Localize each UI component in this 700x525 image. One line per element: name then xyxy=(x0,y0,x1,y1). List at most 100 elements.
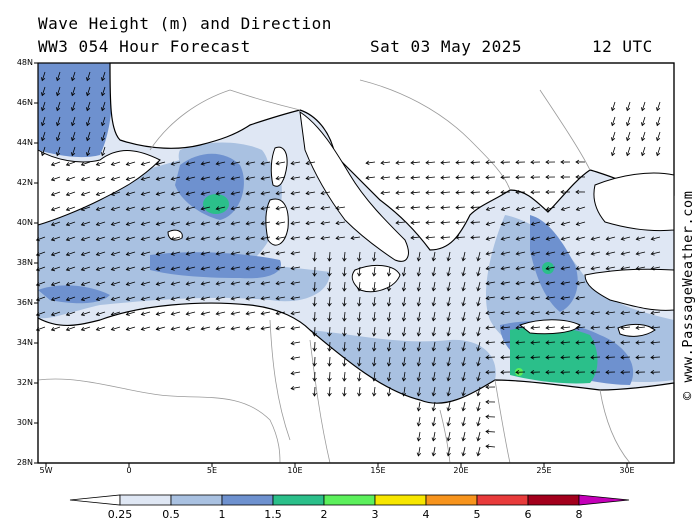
direction-arrow xyxy=(411,161,421,164)
direction-arrow-head xyxy=(515,206,520,212)
direction-arrow xyxy=(546,266,556,270)
direction-arrow xyxy=(651,326,661,329)
direction-arrow-head xyxy=(446,407,451,412)
direction-arrow xyxy=(440,206,451,209)
direction-arrow-head xyxy=(357,347,362,352)
direction-arrow-head xyxy=(635,355,640,360)
direction-arrow-head xyxy=(50,327,56,332)
direction-arrow xyxy=(111,236,121,241)
direction-arrow xyxy=(462,311,466,321)
direction-arrow-head xyxy=(500,310,505,316)
direction-arrow-head xyxy=(401,302,407,307)
lon-label: 30E xyxy=(619,466,635,475)
direction-arrow-head xyxy=(485,310,490,316)
direction-arrow-head xyxy=(386,362,392,367)
direction-arrow xyxy=(605,341,616,344)
direction-arrow-head xyxy=(371,317,377,322)
direction-arrow-head xyxy=(290,295,295,301)
direction-arrow xyxy=(411,221,421,224)
direction-arrow-head xyxy=(40,92,46,97)
lon-label: 0 xyxy=(126,466,132,475)
colorbar-cell-0 xyxy=(69,494,121,506)
direction-arrow xyxy=(246,221,256,225)
direction-arrow xyxy=(546,281,556,285)
direction-arrow xyxy=(561,296,571,299)
direction-arrow-head xyxy=(575,370,580,375)
direction-arrow-head xyxy=(560,310,565,316)
direction-arrow-head xyxy=(85,152,91,157)
direction-arrow-head xyxy=(431,332,436,337)
direction-arrow xyxy=(591,266,601,270)
colorbar-cell-5 xyxy=(323,494,376,506)
direction-arrow-head xyxy=(312,287,317,292)
direction-arrow-head xyxy=(80,281,85,287)
direction-arrow-head xyxy=(401,287,407,292)
direction-arrow-head xyxy=(357,317,362,322)
direction-arrow-head xyxy=(625,152,631,157)
direction-arrow xyxy=(141,326,151,330)
direction-arrow-head xyxy=(416,362,422,367)
direction-arrow-head xyxy=(95,251,100,257)
direction-arrow-head xyxy=(245,296,250,301)
direction-arrow xyxy=(71,146,76,156)
direction-arrow-head xyxy=(245,251,250,256)
direction-arrow-head xyxy=(371,332,377,337)
direction-arrow-head xyxy=(371,302,377,307)
direction-arrow-head xyxy=(335,235,340,241)
direction-arrow xyxy=(111,206,121,211)
direction-arrow-head xyxy=(100,107,106,112)
direction-arrow-head xyxy=(431,407,436,412)
direction-arrow-head xyxy=(461,422,466,427)
direction-arrow xyxy=(462,266,466,276)
direction-arrow-head xyxy=(610,137,616,142)
direction-arrow-head xyxy=(515,370,520,375)
direction-arrow-head xyxy=(530,206,535,212)
direction-arrow-head xyxy=(110,296,115,301)
direction-arrow-head xyxy=(312,347,317,352)
direction-arrow-head xyxy=(185,206,190,211)
direction-arrow-head xyxy=(185,161,190,166)
colorbar-cell-8 xyxy=(476,494,529,506)
colorbar-label: 1 xyxy=(218,508,226,521)
direction-arrow xyxy=(276,281,286,285)
direction-arrow xyxy=(201,206,211,210)
direction-arrow xyxy=(546,296,556,299)
direction-arrow-head xyxy=(350,235,355,241)
direction-arrow-head xyxy=(290,310,295,316)
direction-arrow-head xyxy=(485,429,490,434)
lat-label: 48N xyxy=(16,58,33,67)
direction-arrow-head xyxy=(500,236,505,241)
direction-arrow-head xyxy=(545,370,550,375)
direction-arrow-head xyxy=(440,220,445,225)
direction-arrow-head xyxy=(365,160,370,166)
lat-label: 34N xyxy=(16,338,33,347)
direction-arrow xyxy=(246,311,256,315)
direction-arrow-head xyxy=(327,362,332,367)
direction-arrow xyxy=(71,86,76,96)
direction-arrow-head xyxy=(635,370,640,375)
direction-arrow-head xyxy=(125,236,130,241)
wave-direction-arrows xyxy=(35,71,661,457)
direction-arrow xyxy=(171,191,181,195)
direction-arrow-head xyxy=(260,281,265,286)
direction-arrow-head xyxy=(440,190,445,195)
direction-arrow-head xyxy=(655,122,661,127)
direction-arrow-head xyxy=(455,220,460,225)
direction-arrow xyxy=(531,281,541,285)
direction-arrow xyxy=(501,266,511,270)
direction-arrow-head xyxy=(305,190,310,196)
direction-arrow-head xyxy=(260,266,265,271)
direction-arrow-head xyxy=(140,236,145,241)
direction-arrow xyxy=(432,356,436,366)
direction-arrow xyxy=(201,266,211,270)
direction-arrow xyxy=(650,356,661,358)
direction-arrow-head xyxy=(70,152,76,157)
direction-arrow-head xyxy=(635,325,640,330)
direction-arrow xyxy=(66,281,76,286)
direction-arrow xyxy=(418,446,421,456)
direction-arrow xyxy=(621,311,631,314)
direction-arrow xyxy=(531,266,541,270)
direction-arrow-head xyxy=(416,347,422,352)
direction-arrow-head xyxy=(560,206,565,212)
